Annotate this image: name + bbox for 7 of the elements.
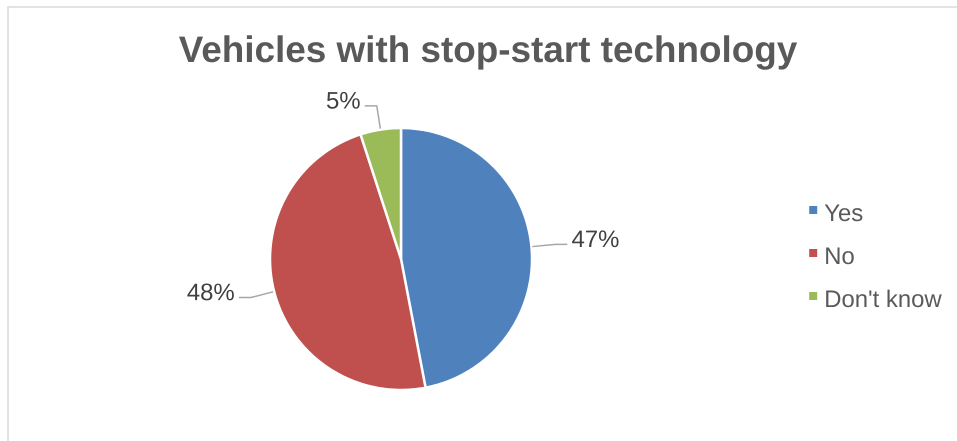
legend-label: No [826,248,854,264]
data-label: 47% [572,230,619,248]
data-label: 5% [326,92,360,109]
legend-label: Yes [824,204,862,222]
chart-title: Vehicles with stop-start technology [178,35,798,70]
data-label: 48% [187,283,234,300]
legend-label: Don't know [826,290,942,308]
